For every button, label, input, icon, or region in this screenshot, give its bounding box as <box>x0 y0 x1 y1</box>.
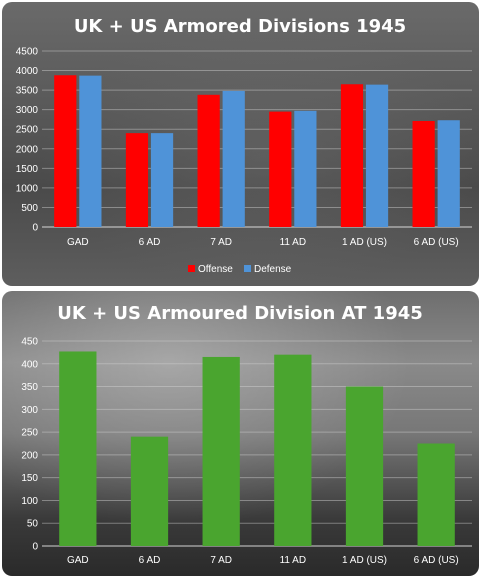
y-tick-label: 1000 <box>16 183 39 194</box>
bar-defense <box>365 84 389 227</box>
y-tick-label: 400 <box>21 359 38 370</box>
bar <box>202 356 240 546</box>
y-tick-label: 3500 <box>16 86 39 97</box>
legend-label-offense: Offense <box>198 264 233 275</box>
chart-title: UK + US Armoured Division AT 1945 <box>57 303 423 324</box>
bar-offense <box>269 111 292 227</box>
chart-title: UK + US Armored Divisions 1945 <box>74 16 406 37</box>
x-tick-label: GAD <box>67 237 89 248</box>
x-tick-label: 6 AD (US) <box>414 237 459 248</box>
x-tick-label: 11 AD <box>280 555 307 566</box>
x-tick-label: 11 AD <box>280 237 307 248</box>
bar <box>417 443 455 546</box>
bar-defense <box>437 120 460 227</box>
chart-svg-at-1945: UK + US Armoured Division AT 1945 0 50 100… <box>21 303 472 566</box>
x-tick-label: 1 AD (US) <box>342 237 387 248</box>
legend-swatch-offense <box>188 265 195 272</box>
y-tick-label: 150 <box>21 473 38 484</box>
y-tick-label: 450 <box>21 337 38 348</box>
y-tick-label: 100 <box>21 496 38 507</box>
bar <box>274 354 312 546</box>
y-tick-label: 2000 <box>16 144 39 155</box>
x-tick-label: GAD <box>67 555 89 566</box>
x-tick-label: 6 AD <box>139 237 161 248</box>
y-tick-label: 300 <box>21 405 38 416</box>
y-tick-label: 200 <box>21 450 38 461</box>
legend-label-defense: Defense <box>254 264 292 275</box>
bar <box>130 436 169 546</box>
y-tick-label: 50 <box>27 519 39 530</box>
bar-defense <box>222 90 245 227</box>
y-tick-label: 2500 <box>16 125 39 136</box>
legend-swatch-defense <box>244 265 251 272</box>
y-tick-label: 4000 <box>16 66 39 77</box>
y-tick-label: 4500 <box>16 47 39 58</box>
y-tick-label: 3000 <box>16 105 39 116</box>
x-tick-label: 7 AD <box>210 237 232 248</box>
bar-offense <box>54 75 77 227</box>
bar <box>59 351 97 546</box>
y-tick-label: 350 <box>21 382 38 393</box>
y-tick-label: 0 <box>32 542 38 553</box>
bar-offense <box>340 84 364 227</box>
x-tick-label: 6 AD <box>139 555 161 566</box>
x-tick-label: 1 AD (US) <box>342 555 387 566</box>
x-tick-label: 6 AD (US) <box>414 555 459 566</box>
bar-offense <box>197 94 220 227</box>
chart-panel-armored-divisions: UK + US Armored Divisions 1945 0 500 1000 1… <box>2 2 479 286</box>
bar-defense <box>150 133 174 227</box>
chart-panel-at-1945: UK + US Armoured Division AT 1945 0 50 100… <box>2 291 479 576</box>
bar-defense <box>294 110 317 227</box>
chart-svg-armored-divisions: UK + US Armored Divisions 1945 0 500 1000 1… <box>16 16 472 275</box>
y-tick-label: 250 <box>21 428 38 439</box>
bar-defense <box>79 75 102 227</box>
bar-offense <box>125 133 149 227</box>
x-tick-label: 7 AD <box>210 555 232 566</box>
y-tick-label: 0 <box>32 223 38 234</box>
bar-offense <box>412 121 435 227</box>
y-tick-label: 500 <box>21 203 38 214</box>
y-tick-label: 1500 <box>16 164 39 175</box>
bar <box>345 386 384 546</box>
